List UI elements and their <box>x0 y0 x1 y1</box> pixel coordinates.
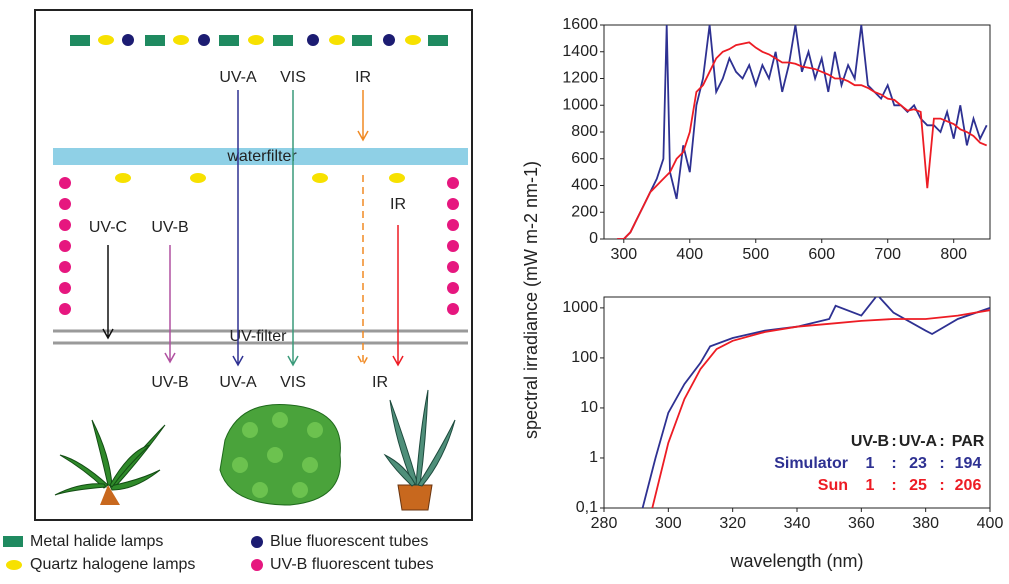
label: UV-B <box>151 219 188 236</box>
label: IR <box>355 69 371 86</box>
y-tick-label: 10 <box>580 399 598 416</box>
y-tick-label: 1 <box>589 449 598 466</box>
x-tick-label: 800 <box>940 246 967 263</box>
label: UV-A <box>219 374 257 391</box>
y-tick-label: 400 <box>571 177 598 194</box>
table-row-name: Sun <box>818 477 848 494</box>
table-separator: : <box>939 455 944 472</box>
lamp-row <box>70 34 448 46</box>
table-row-name: Simulator <box>774 455 848 472</box>
plant-right <box>383 389 456 511</box>
enclosure <box>34 9 473 521</box>
waterfilter-band <box>53 148 468 165</box>
series-line <box>641 297 990 508</box>
legend-label: Metal halide lamps <box>30 533 163 550</box>
legend-label: UV-B fluorescent tubes <box>270 556 434 573</box>
series-line <box>617 41 988 239</box>
x-tick-label: 300 <box>610 246 637 263</box>
plot-frame <box>603 296 991 509</box>
x-tick-label: 400 <box>676 246 703 263</box>
table-separator: : <box>939 477 944 494</box>
table-value: 194 <box>955 455 982 472</box>
y-tick-label: 800 <box>571 123 598 140</box>
y-tick-label: 1000 <box>562 299 598 316</box>
label: UV-A <box>219 69 257 86</box>
legend-label: Blue fluorescent tubes <box>270 533 428 550</box>
plant-middle <box>219 403 341 506</box>
table-separator: : <box>939 433 944 450</box>
table-value: 1 <box>866 455 875 472</box>
table-value: 206 <box>955 477 982 494</box>
legend-swatch <box>3 536 23 547</box>
label: waterfilter <box>226 148 297 165</box>
y-axis-label: spectral irradiance (mW m-2 nm-1) <box>521 161 541 439</box>
x-tick-label: 360 <box>848 515 875 532</box>
legend: Metal halide lamps Quartz halogene lamps… <box>3 533 434 573</box>
plant-left <box>54 419 166 505</box>
halogen-row <box>115 173 405 183</box>
table-separator: : <box>891 433 896 450</box>
x-tick-label: 340 <box>784 515 811 532</box>
legend-swatch <box>251 536 263 548</box>
table-value: 1 <box>866 477 875 494</box>
label: IR <box>390 196 406 213</box>
table-header: UV-B <box>851 433 889 450</box>
x-tick-label: 380 <box>912 515 939 532</box>
series-line <box>617 25 988 239</box>
label: VIS <box>280 69 306 86</box>
y-tick-label: 1600 <box>562 16 598 33</box>
x-tick-label: 600 <box>808 246 835 263</box>
table-header: UV-A <box>899 433 938 450</box>
legend-label: Quartz halogene lamps <box>30 556 195 573</box>
arrows <box>102 90 404 367</box>
y-tick-label: 0 <box>589 230 598 247</box>
table-separator: : <box>891 455 896 472</box>
y-tick-label: 1200 <box>562 70 598 87</box>
legend-swatch <box>6 560 22 570</box>
y-tick-label: 600 <box>571 150 598 167</box>
x-tick-label: 500 <box>742 246 769 263</box>
x-tick-label: 280 <box>591 515 618 532</box>
table-value: 23 <box>909 455 927 472</box>
x-tick-label: 700 <box>874 246 901 263</box>
x-tick-label: 320 <box>719 515 746 532</box>
table-separator: : <box>891 477 896 494</box>
y-tick-label: 1400 <box>562 43 598 60</box>
label: UV-B <box>151 374 188 391</box>
table-value: 25 <box>909 477 927 494</box>
y-tick-label: 100 <box>571 349 598 366</box>
label: UV-filter <box>230 328 288 345</box>
x-tick-label: 400 <box>977 515 1004 532</box>
x-tick-label: 300 <box>655 515 682 532</box>
y-tick-label: 1000 <box>562 96 598 113</box>
diagram: UV-A VIS IR waterfilter UV-C UV-B IR UV-… <box>34 9 473 521</box>
legend-swatch <box>251 559 263 571</box>
y-tick-label: 200 <box>571 203 598 220</box>
y-tick-label: 0,1 <box>576 499 598 516</box>
series-line <box>651 309 990 508</box>
label: IR <box>372 374 388 391</box>
table-header: PAR <box>952 433 985 450</box>
uvb-tubes <box>59 177 459 315</box>
x-axis-label: wavelength (nm) <box>729 551 863 571</box>
uv-filter-lines <box>53 329 468 345</box>
label: VIS <box>280 374 306 391</box>
label: UV-C <box>89 219 127 236</box>
